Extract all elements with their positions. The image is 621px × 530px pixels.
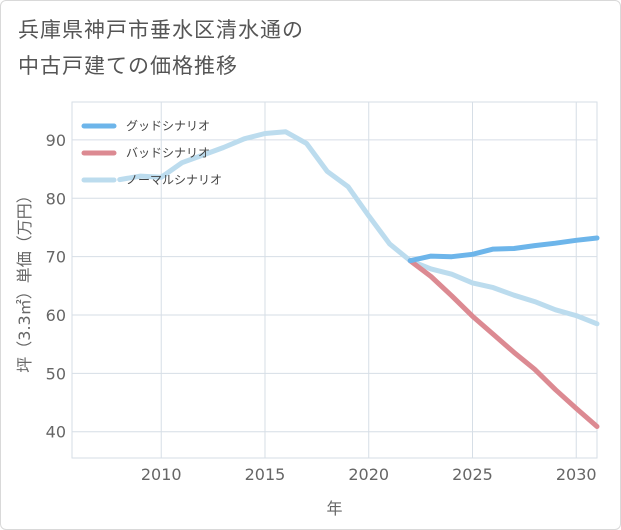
x-tick-label-2015: 2015 bbox=[245, 465, 286, 484]
y-tick-label-40: 40 bbox=[46, 423, 66, 442]
series-line-1 bbox=[407, 258, 600, 429]
y-tick-label-80: 80 bbox=[46, 189, 66, 208]
x-axis-label: 年 bbox=[326, 499, 342, 518]
series-line-2 bbox=[117, 129, 600, 327]
x-tick-label-2010: 2010 bbox=[141, 465, 182, 484]
legend-label-1: バッドシナリオ bbox=[126, 146, 210, 160]
tick-labels: 2010 2015 2020 2025 2030 40 50 60 70 80 90 bbox=[46, 131, 597, 484]
x-tick-label-2020: 2020 bbox=[348, 465, 389, 484]
x-tick-label-2025: 2025 bbox=[452, 465, 493, 484]
chart-title-line-1: 兵庫県神戸市垂水区清水通の bbox=[18, 18, 304, 42]
y-tick-label-60: 60 bbox=[46, 306, 66, 325]
legend-label-2: ノーマルシナリオ bbox=[126, 173, 222, 187]
legend-label-0: グッドシナリオ bbox=[126, 119, 210, 133]
series-lines bbox=[117, 129, 600, 429]
y-tick-label-70: 70 bbox=[46, 248, 66, 267]
y-tick-label-90: 90 bbox=[46, 131, 66, 150]
chart-title: 兵庫県神戸市垂水区清水通の 中古戸建ての価格推移 bbox=[18, 12, 578, 84]
grid bbox=[71, 101, 598, 459]
x-tick-label-2030: 2030 bbox=[556, 465, 597, 484]
chart-title-line-2: 中古戸建ての価格推移 bbox=[18, 54, 238, 78]
y-axis-label: 坪（3.3㎡）単価（万円） bbox=[15, 187, 34, 372]
y-tick-label-50: 50 bbox=[46, 364, 66, 383]
plot-border bbox=[71, 101, 598, 459]
series-line-0 bbox=[407, 235, 600, 264]
